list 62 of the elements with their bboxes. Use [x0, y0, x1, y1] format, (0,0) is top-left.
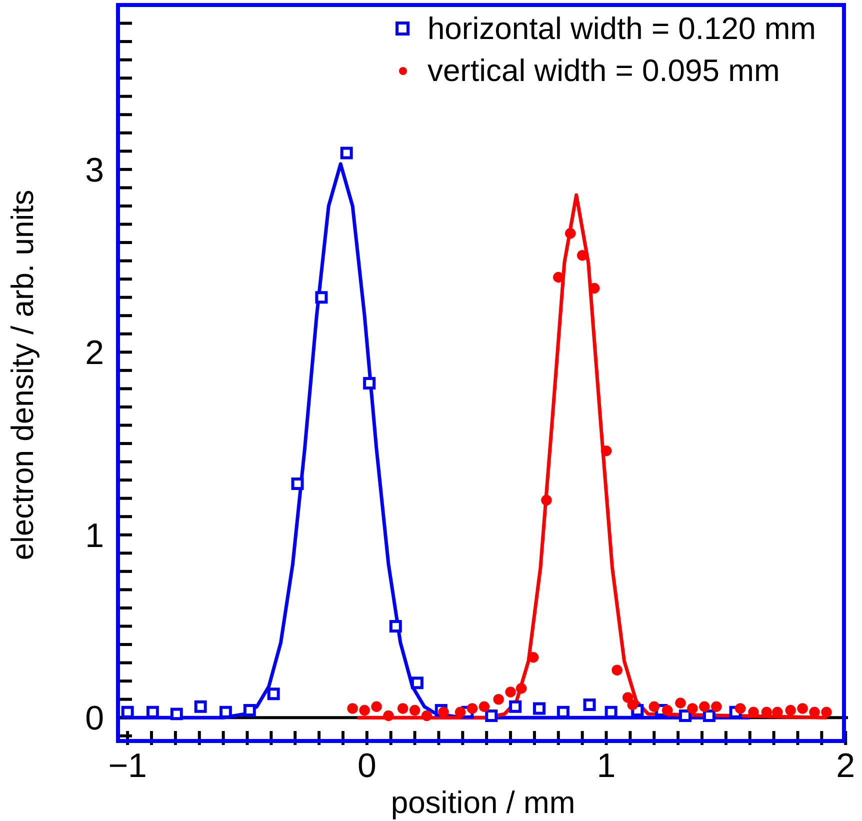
legend-label: vertical width = 0.095 mm [427, 52, 780, 90]
y-tick-label: 1 [85, 516, 104, 555]
y-tick-label: 0 [85, 700, 104, 738]
point [485, 710, 498, 722]
x-tick-label: −1 [108, 747, 147, 786]
point [340, 146, 353, 160]
y-tick-label: 3 [85, 152, 104, 190]
point [734, 703, 746, 714]
point [438, 706, 449, 718]
point [219, 706, 232, 718]
point [679, 710, 692, 722]
point [699, 701, 710, 712]
point [533, 702, 546, 715]
point [493, 694, 504, 705]
point [821, 706, 832, 718]
point [702, 710, 716, 722]
point [565, 228, 576, 239]
point [583, 698, 596, 712]
point [675, 698, 686, 708]
point [267, 688, 280, 700]
point [315, 291, 328, 304]
point [516, 683, 527, 694]
point [397, 703, 408, 714]
point [194, 700, 207, 713]
point [409, 704, 420, 716]
point [509, 700, 522, 713]
point [371, 701, 382, 712]
point [612, 664, 622, 676]
point [785, 704, 796, 716]
x-tick-label: 0 [357, 747, 376, 786]
point [648, 701, 660, 712]
point [347, 703, 358, 714]
point [454, 706, 466, 718]
legend-label: horizontal width = 0.120 mm [427, 10, 816, 48]
point [627, 699, 638, 710]
point [291, 477, 304, 490]
point [600, 445, 612, 456]
point [359, 704, 370, 716]
y-axis-title: electron density / arb. units [5, 190, 40, 560]
point [797, 703, 808, 714]
point [243, 704, 256, 717]
x-axis-title: position / mm [390, 785, 576, 820]
point [505, 686, 516, 698]
line-series [118, 162, 752, 720]
point [383, 710, 394, 722]
point [421, 710, 432, 722]
x-tick-label: 1 [596, 747, 616, 786]
point [711, 701, 722, 712]
point [466, 703, 478, 714]
point [121, 706, 134, 718]
point [809, 706, 820, 718]
point [410, 676, 424, 690]
point [363, 376, 376, 390]
point [662, 704, 673, 716]
y-tick-label: 2 [85, 334, 104, 372]
x-tick-label: 2 [836, 747, 856, 786]
point [478, 701, 490, 712]
point [541, 494, 552, 506]
point [622, 692, 634, 703]
point [687, 703, 698, 714]
point [389, 620, 402, 632]
point [170, 708, 183, 720]
